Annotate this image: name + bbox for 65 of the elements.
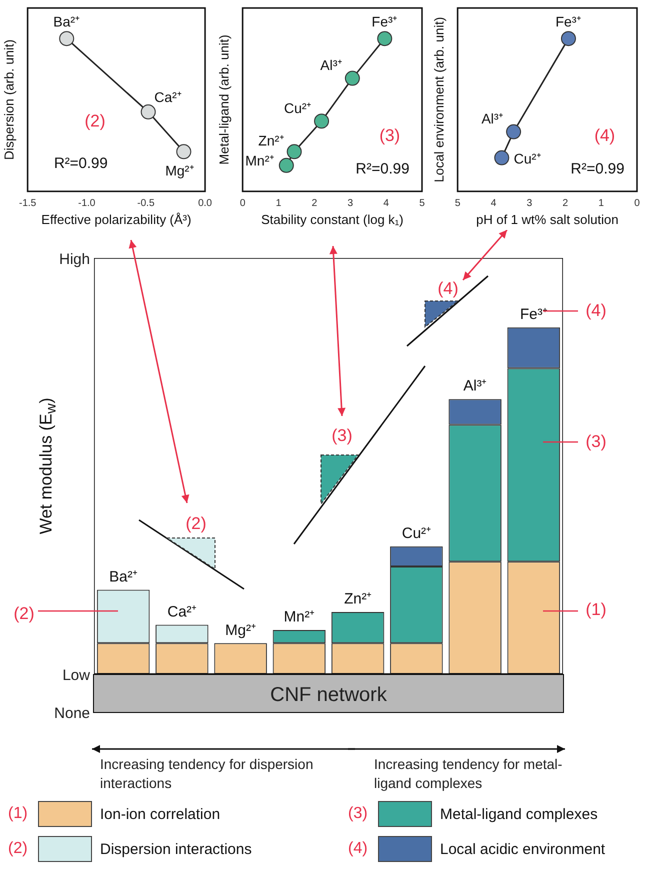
annotation: Ba²⁺ xyxy=(53,13,80,30)
x-tick-label: 4 xyxy=(490,198,497,210)
legend-label: Local acidic environment xyxy=(440,840,606,858)
point xyxy=(314,114,330,129)
annotation: Cu²⁺ xyxy=(514,150,542,167)
annotation: (2) xyxy=(184,513,208,535)
x-tick-label: -0.5 xyxy=(137,198,155,210)
annotation: R²=0.99 xyxy=(54,155,108,172)
x-tick-label: -1.0 xyxy=(78,198,96,210)
legend-label: Ion-ion correlation xyxy=(100,806,220,822)
x-tick-label: 2 xyxy=(312,198,318,210)
annotation: Fe³⁺ xyxy=(372,13,398,30)
annotation: (4) xyxy=(594,126,616,146)
x-tick-label: 2 xyxy=(562,198,568,210)
annotation: Zn²⁺ xyxy=(258,132,284,149)
point xyxy=(286,144,302,160)
annotation: Ca²⁺ xyxy=(154,88,182,105)
x-tick-label: 1 xyxy=(598,198,604,210)
x-tick-label: 3 xyxy=(526,198,533,210)
annotation: Fe³⁺ xyxy=(555,13,582,30)
x-tick-label: 5 xyxy=(454,198,461,210)
x-tick-label: -1.5 xyxy=(18,198,37,210)
x-tick-label: 5 xyxy=(419,198,426,210)
annotation: R²=0.99 xyxy=(356,160,410,178)
text: Low xyxy=(61,666,90,686)
annotation: R²=0.99 xyxy=(570,160,624,178)
point xyxy=(278,158,294,173)
x-tick-label: 0 xyxy=(240,198,246,210)
text: (2) xyxy=(8,840,29,858)
text: (3) xyxy=(348,805,369,823)
y-axis-title: Metal-ligand (arb. unit) xyxy=(216,34,232,165)
x-tick-label: 0.0 xyxy=(198,198,212,210)
x-tick-label: 4 xyxy=(383,198,390,210)
x-axis-title: pH of 1 wt% salt solution xyxy=(476,212,618,227)
text: High xyxy=(58,250,90,270)
annotation: Al³⁺ xyxy=(481,110,504,127)
text: (4) xyxy=(436,278,460,300)
annotation: (3) xyxy=(379,126,400,146)
y-axis-title: Dispersion (arb. unit) xyxy=(1,39,16,160)
text: (3) xyxy=(584,431,608,453)
x-tick-label: 0 xyxy=(634,198,640,210)
point xyxy=(344,70,360,86)
x-tick-label: 3 xyxy=(347,198,354,210)
point xyxy=(377,31,392,46)
annotation: Mg²⁺ xyxy=(165,162,194,179)
annotation: Mn²⁺ xyxy=(245,152,274,168)
text: (1) xyxy=(8,805,29,823)
text: (4) xyxy=(348,840,369,858)
text: Increasing tendency for dispersion interactions xyxy=(100,755,314,793)
text: Increasing tendency for metal-ligand complexes xyxy=(374,755,564,793)
annotation: (2) xyxy=(84,111,106,130)
annotation: (3) xyxy=(330,425,354,447)
annotation: Al³⁺ xyxy=(320,57,342,74)
text: (4) xyxy=(584,300,608,322)
x-axis-title: Effective polarizability (Å³) xyxy=(41,212,192,227)
text: None xyxy=(53,704,90,724)
legend-label: Dispersion interactions xyxy=(100,840,252,858)
x-tick-label: 1 xyxy=(276,198,282,210)
text: (1) xyxy=(584,599,608,621)
y-axis-title: Local environment (arb. unit) xyxy=(431,16,446,182)
text: (2) xyxy=(12,603,36,625)
text: CNF network xyxy=(269,683,388,708)
x-axis-title: Stability constant (log k₁) xyxy=(261,212,404,227)
annotation: Cu²⁺ xyxy=(284,100,312,116)
legend-label: Metal-ligand complexes xyxy=(440,806,598,822)
